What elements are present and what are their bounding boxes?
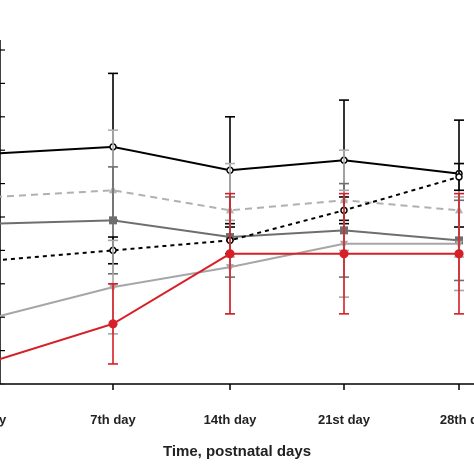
data-point — [108, 319, 118, 329]
x-axis: day 7th day 14th day 21st day 28th d — [0, 383, 474, 427]
data-point — [109, 216, 117, 225]
series-6 — [0, 192, 464, 365]
x-tick-label: 28th d — [440, 412, 474, 427]
data-point — [225, 249, 235, 259]
data-point — [339, 249, 349, 259]
plot-area — [0, 40, 464, 385]
x-tick-label: 21st day — [318, 412, 371, 427]
x-tick-label: 7th day — [90, 412, 136, 427]
x-tick-label: 14th day — [204, 412, 258, 427]
data-point — [454, 249, 464, 259]
x-tick-label: day — [0, 412, 7, 427]
x-axis-title: Time, postnatal days — [163, 443, 311, 460]
data-point — [455, 173, 463, 181]
series-line — [0, 189, 460, 212]
